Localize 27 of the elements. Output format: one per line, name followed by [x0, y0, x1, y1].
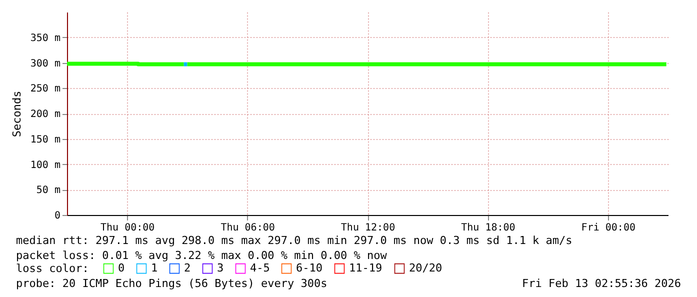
y-tick-label: 300 m [30, 58, 60, 70]
legend-label: 1 [151, 262, 158, 275]
legend-label: 2 [184, 262, 191, 275]
legend-label: 11-19 [349, 262, 382, 275]
y-tick-label: 50 m [36, 185, 60, 196]
legend-label: 3 [217, 262, 224, 275]
y-tick-label: 0 [54, 210, 60, 222]
text: median rtt: 297.1 ms avg 298.0 ms max 297.0 ms min 297.0 ms now 0.3 ms sd 1.1 k am/s [16, 234, 572, 247]
text: Fri Feb 13 02:55:36 2026 [522, 277, 681, 290]
legend-label: 0 [118, 262, 125, 275]
y-tick-label: 100 m [30, 160, 60, 171]
x-tick-label: Thu 06:00 [220, 222, 275, 234]
legend-title: loss color: [16, 262, 89, 275]
x-tick-label: Thu 00:00 [100, 222, 155, 234]
y-tick-label: 350 m [30, 32, 60, 44]
x-tick-label: Thu 12:00 [340, 222, 396, 234]
legend-label: 4-5 [250, 262, 270, 275]
x-tick-label: Thu 18:00 [461, 222, 516, 234]
y-axis-title: Seconds [10, 90, 24, 138]
y-tick-label: 150 m [30, 134, 60, 146]
y-tick-label: 250 m [30, 84, 60, 95]
x-tick-label: Fri 00:00 [581, 222, 636, 234]
legend-label: 6-10 [296, 262, 322, 275]
y-tick-label: 200 m [30, 109, 60, 120]
text: packet loss: 0.01 % avg 3.22 % max 0.00 % min 0.00 % now [16, 249, 388, 262]
text: probe: 20 ICMP Echo Pings (56 Bytes) every 300s [16, 277, 328, 290]
legend-label: 20/20 [409, 262, 442, 275]
